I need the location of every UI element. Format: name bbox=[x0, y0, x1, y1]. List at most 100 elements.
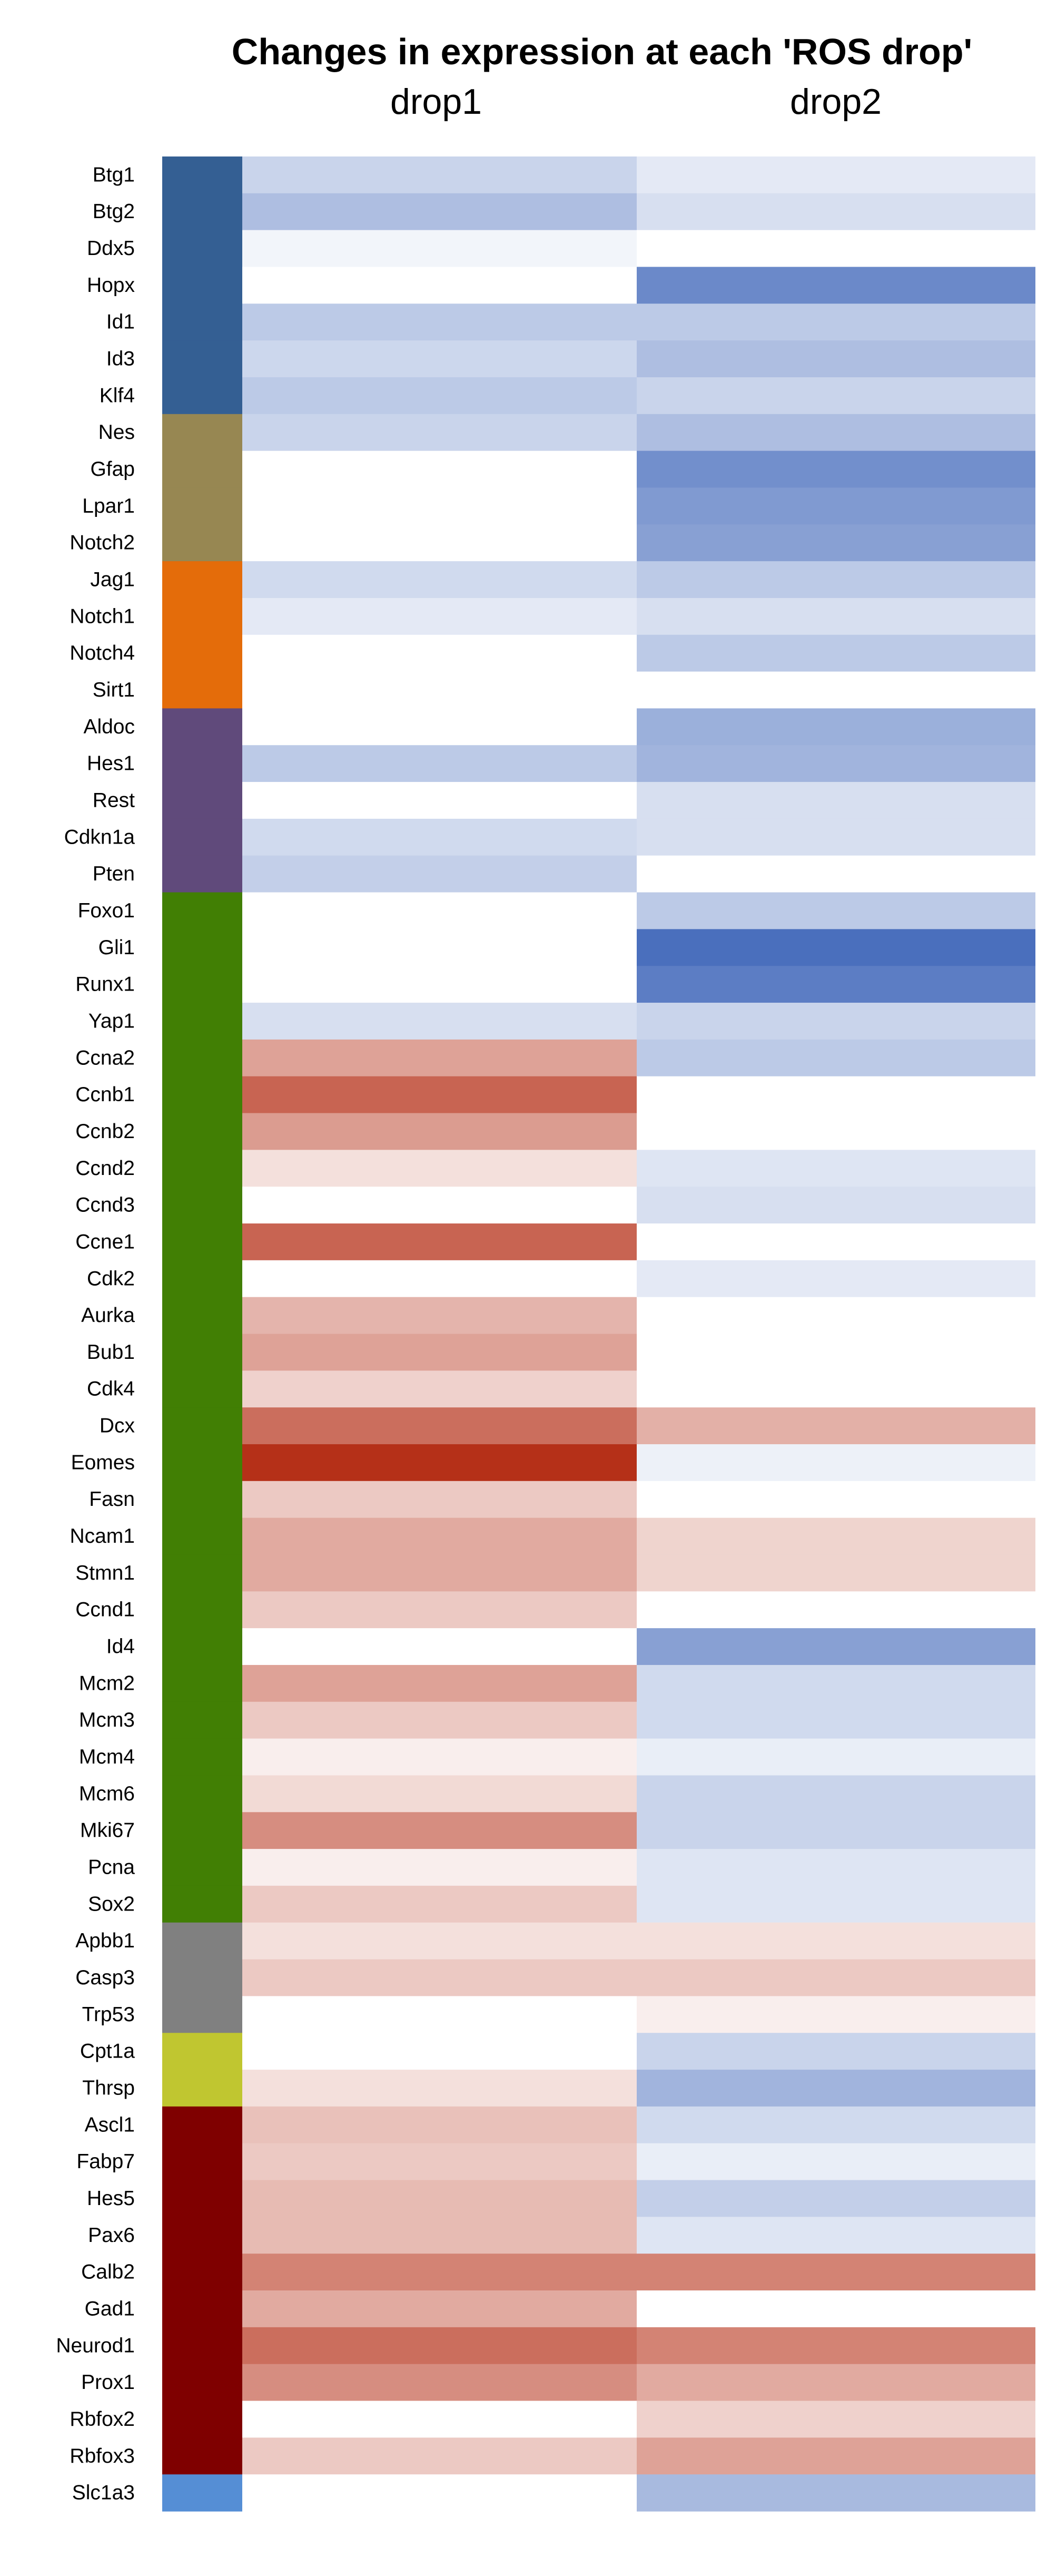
group-bar-id1 bbox=[162, 303, 242, 341]
gene-label-prox1: Prox1 bbox=[81, 2371, 135, 2394]
group-bar-cdk4 bbox=[162, 1370, 242, 1408]
cell-trp53-drop1 bbox=[242, 1996, 637, 2033]
group-bar-ccnd1 bbox=[162, 1591, 242, 1629]
cell-gfap-drop2 bbox=[637, 450, 1035, 488]
group-bar-neurod1 bbox=[162, 2327, 242, 2365]
cell-hopx-drop1 bbox=[242, 267, 637, 304]
cell-btg2-drop1 bbox=[242, 193, 637, 231]
group-bar-mcm6 bbox=[162, 1775, 242, 1813]
gene-label-mcm2: Mcm2 bbox=[79, 1672, 135, 1695]
cell-rest-drop2 bbox=[637, 782, 1035, 819]
gene-label-hes1: Hes1 bbox=[87, 752, 135, 775]
cell-casp3-drop2 bbox=[637, 1959, 1035, 1997]
cell-rest-drop1 bbox=[242, 782, 637, 819]
gene-label-ccnd2: Ccnd2 bbox=[75, 1157, 135, 1180]
group-bar-thrsp bbox=[162, 2070, 242, 2107]
cell-cdkn1a-drop2 bbox=[637, 818, 1035, 856]
gene-label-fasn: Fasn bbox=[89, 1488, 135, 1511]
cell-cdkn1a-drop1 bbox=[242, 818, 637, 856]
group-bar-fasn bbox=[162, 1481, 242, 1519]
heatmap-cells bbox=[242, 156, 1035, 2512]
group-bar-mcm4 bbox=[162, 1738, 242, 1776]
cell-yap1-drop2 bbox=[637, 1003, 1035, 1040]
gene-label-id1: Id1 bbox=[106, 311, 135, 334]
cell-fasn-drop2 bbox=[637, 1481, 1035, 1519]
cell-hes5-drop1 bbox=[242, 2180, 637, 2217]
cell-prox1-drop1 bbox=[242, 2364, 637, 2402]
cell-prox1-drop2 bbox=[637, 2364, 1035, 2402]
group-bar-aldoc bbox=[162, 708, 242, 746]
gene-label-lpar1: Lpar1 bbox=[82, 495, 135, 517]
gene-label-eomes: Eomes bbox=[71, 1451, 135, 1474]
gene-label-yap1: Yap1 bbox=[88, 1010, 135, 1032]
gene-label-fabp7: Fabp7 bbox=[76, 2150, 135, 2173]
gene-label-gfap: Gfap bbox=[90, 458, 135, 481]
group-bar-ccnd3 bbox=[162, 1187, 242, 1224]
gene-label-rbfox3: Rbfox3 bbox=[70, 2445, 135, 2467]
gene-label-sox2: Sox2 bbox=[88, 1893, 135, 1915]
gene-label-nes: Nes bbox=[98, 421, 135, 444]
gene-label-ccnb1: Ccnb1 bbox=[75, 1083, 135, 1106]
gene-label-cdk4: Cdk4 bbox=[87, 1378, 135, 1400]
gene-label-cdk2: Cdk2 bbox=[87, 1267, 135, 1290]
cell-ccne1-drop1 bbox=[242, 1223, 637, 1261]
gene-label-aurka: Aurka bbox=[81, 1304, 135, 1327]
gene-label-notch4: Notch4 bbox=[70, 642, 135, 664]
cell-gfap-drop1 bbox=[242, 450, 637, 488]
cell-ascl1-drop2 bbox=[637, 2106, 1035, 2144]
cell-id1-drop1 bbox=[242, 303, 637, 341]
column-label-drop1: drop1 bbox=[390, 82, 482, 122]
cell-calb2-drop1 bbox=[242, 2254, 637, 2291]
cell-foxo1-drop1 bbox=[242, 892, 637, 929]
gene-label-foxo1: Foxo1 bbox=[78, 899, 135, 922]
group-bar-hopx bbox=[162, 267, 242, 304]
group-bar-mcm2 bbox=[162, 1664, 242, 1702]
cell-aldoc-drop1 bbox=[242, 708, 637, 746]
cell-notch2-drop1 bbox=[242, 524, 637, 562]
group-bar-ascl1 bbox=[162, 2106, 242, 2144]
cell-mcm3-drop2 bbox=[637, 1701, 1035, 1739]
cell-ccnd1-drop1 bbox=[242, 1591, 637, 1629]
cell-pax6-drop1 bbox=[242, 2217, 637, 2254]
cell-gli1-drop1 bbox=[242, 929, 637, 966]
cell-calb2-drop2 bbox=[637, 2254, 1035, 2291]
gene-label-trp53: Trp53 bbox=[82, 2003, 135, 2026]
gene-label-stmn1: Stmn1 bbox=[75, 1562, 135, 1584]
cell-ncam1-drop2 bbox=[637, 1517, 1035, 1555]
group-bar-btg2 bbox=[162, 193, 242, 231]
group-bar-mki67 bbox=[162, 1812, 242, 1849]
gene-label-apbb1: Apbb1 bbox=[75, 1929, 135, 1952]
group-bar-ccnb1 bbox=[162, 1076, 242, 1114]
cell-cdk4-drop1 bbox=[242, 1370, 637, 1408]
gene-label-ccnd3: Ccnd3 bbox=[75, 1194, 135, 1217]
cell-hes1-drop1 bbox=[242, 745, 637, 782]
cell-rbfox2-drop2 bbox=[637, 2401, 1035, 2438]
group-bar-id3 bbox=[162, 340, 242, 378]
cell-trp53-drop2 bbox=[637, 1996, 1035, 2033]
cell-casp3-drop1 bbox=[242, 1959, 637, 1997]
cell-notch2-drop2 bbox=[637, 524, 1035, 562]
gene-label-jag1: Jag1 bbox=[90, 569, 135, 591]
gene-label-mki67: Mki67 bbox=[80, 1819, 135, 1842]
group-bar-fabp7 bbox=[162, 2143, 242, 2181]
cell-mcm4-drop1 bbox=[242, 1738, 637, 1776]
group-bar-cdk2 bbox=[162, 1260, 242, 1298]
group-bar-sirt1 bbox=[162, 671, 242, 709]
cell-hes1-drop2 bbox=[637, 745, 1035, 782]
cell-notch1-drop1 bbox=[242, 598, 637, 635]
cell-slc1a3-drop1 bbox=[242, 2474, 637, 2512]
cell-cpt1a-drop1 bbox=[242, 2033, 637, 2070]
group-bar-trp53 bbox=[162, 1996, 242, 2033]
gene-label-dcx: Dcx bbox=[100, 1415, 135, 1437]
group-bar-yap1 bbox=[162, 1003, 242, 1040]
cell-fasn-drop1 bbox=[242, 1481, 637, 1519]
gene-label-id4: Id4 bbox=[106, 1635, 135, 1658]
cell-ccnb1-drop2 bbox=[637, 1076, 1035, 1114]
cell-foxo1-drop2 bbox=[637, 892, 1035, 929]
gene-label-bub1: Bub1 bbox=[87, 1341, 135, 1364]
cell-pcna-drop1 bbox=[242, 1849, 637, 1886]
group-bar-id4 bbox=[162, 1628, 242, 1666]
group-bar-btg1 bbox=[162, 156, 242, 194]
group-bar-aurka bbox=[162, 1297, 242, 1335]
gene-label-mcm3: Mcm3 bbox=[79, 1709, 135, 1731]
